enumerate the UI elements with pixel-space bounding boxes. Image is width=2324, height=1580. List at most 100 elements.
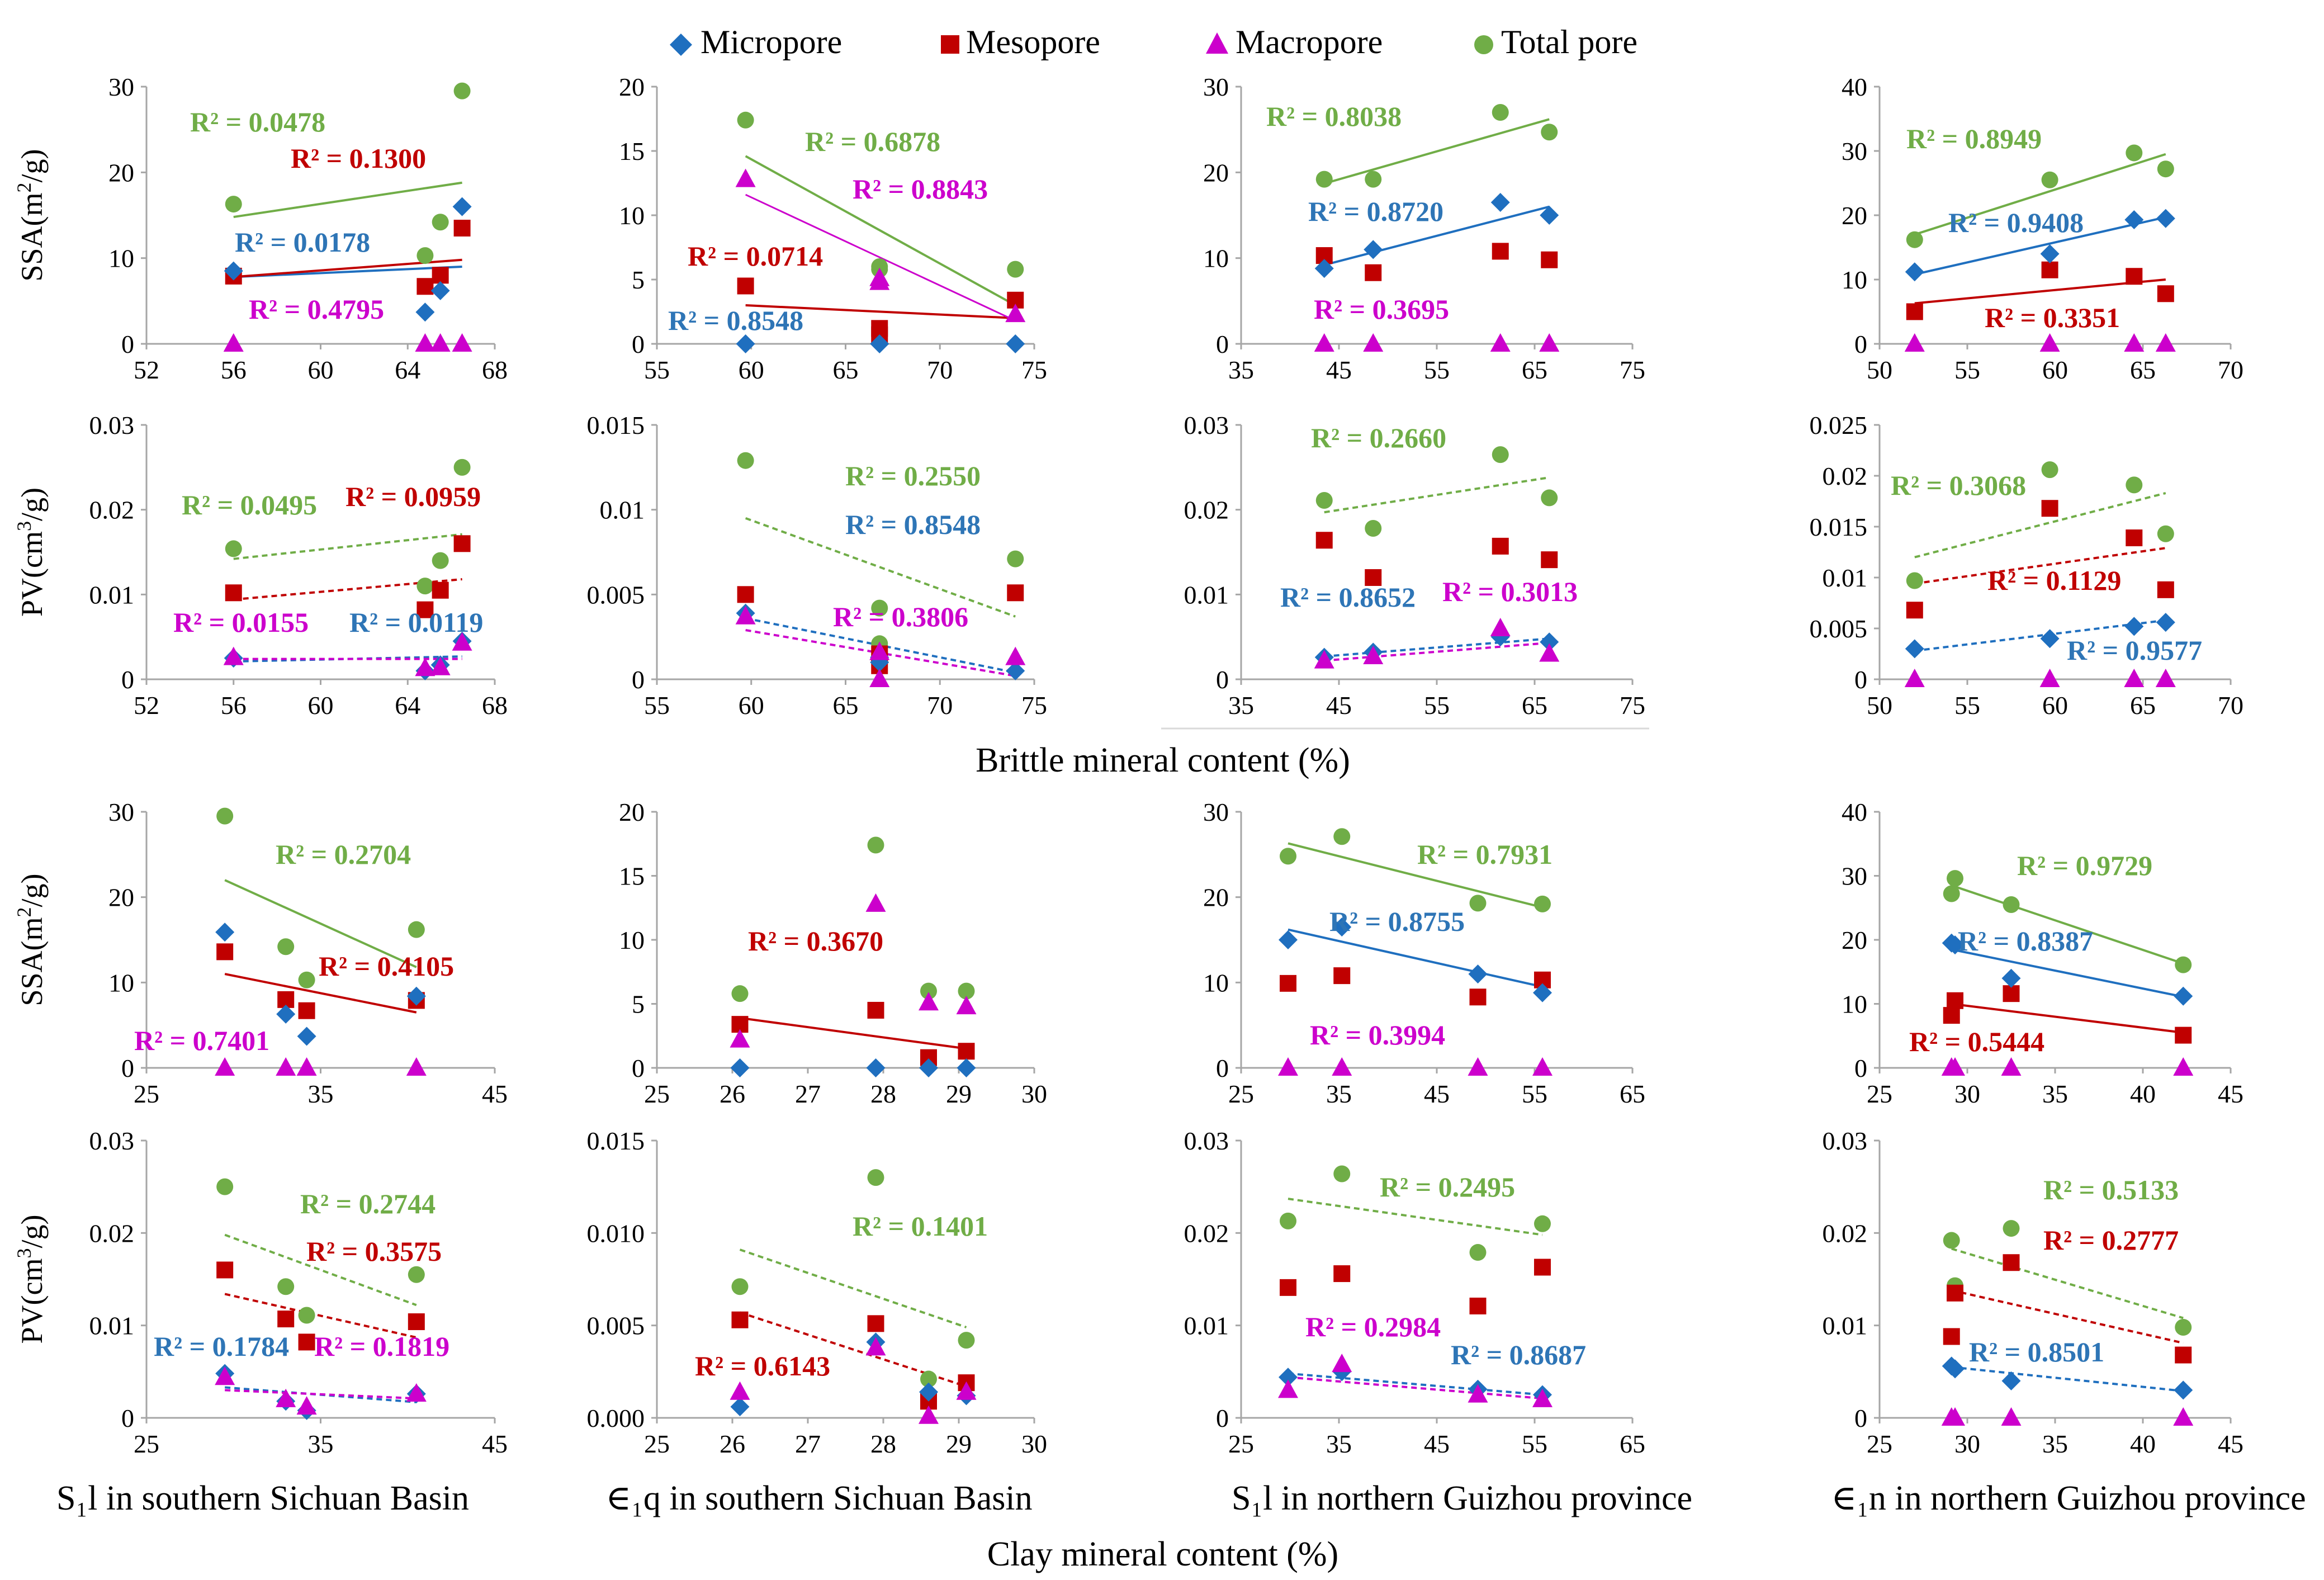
trendline-meso (1951, 1002, 2184, 1034)
x-tick-label: 35 (308, 1430, 334, 1458)
data-point-macro (2124, 669, 2145, 687)
r2-label-total: R² = 0.3068 (1891, 470, 2026, 501)
trendline-meso (224, 1293, 417, 1339)
data-point-total (2175, 1318, 2192, 1336)
data-point-macro (1363, 333, 1384, 352)
r2-label-total: R² = 0.2495 (1380, 1171, 1515, 1203)
trendline-micro (1914, 619, 2166, 652)
y-tick-label: 10 (1203, 968, 1229, 997)
legend-macropore-marker (1206, 32, 1228, 54)
data-point-meso (1541, 551, 1558, 569)
r2-label-macro: R² = 0.3994 (1310, 1019, 1445, 1051)
data-point-macro (1532, 1388, 1553, 1407)
x-tick-label: 60 (2042, 691, 2068, 720)
data-point-total (298, 971, 315, 988)
data-point-meso (2041, 500, 2058, 517)
r2-label-macro: R² = 0.3013 (1442, 576, 1578, 607)
chart-panel-b-pv-3: 35 45 55 65 75 0 0.01 0.02 0.03 R² = 0.8652 R² = 0… (1184, 411, 1646, 720)
data-point-macro (869, 669, 890, 687)
x-tick-label: 56 (221, 356, 247, 384)
x-tick-label: 55 (1522, 1080, 1547, 1108)
chart-panel-c-ssa-4: 25 30 35 40 45 0 10 20 30 40 R² = 0.8387 R² = 0.544… (1842, 798, 2243, 1108)
r2-label-macro: R² = 0.1819 (314, 1331, 449, 1362)
data-point-meso (416, 601, 434, 618)
data-point-micro (1540, 632, 1559, 652)
x-tick-label: 45 (1424, 1430, 1450, 1458)
trendline-micro (233, 266, 462, 278)
y-tick-label: 30 (1842, 137, 1867, 165)
data-point-micro (430, 281, 450, 300)
data-point-micro (1314, 259, 1334, 278)
legend-macropore: Macropore (1206, 23, 1383, 60)
data-point-total (867, 1169, 884, 1186)
data-point-macro (1363, 646, 1384, 665)
data-point-total (2003, 1220, 2020, 1237)
data-point-micro (415, 302, 435, 322)
x-tick-label: 29 (946, 1080, 972, 1108)
r2-label-micro: R² = 0.0119 (349, 607, 483, 638)
data-point-total (2126, 476, 2143, 494)
x-tick-label: 55 (644, 691, 670, 720)
x-tick-label: 25 (134, 1080, 159, 1108)
data-point-total (1007, 550, 1024, 567)
data-point-micro (919, 1382, 938, 1402)
data-point-macro (2001, 1407, 2022, 1426)
data-point-macro (430, 656, 451, 675)
data-point-macro (1904, 669, 1925, 687)
data-point-macro (2039, 669, 2060, 687)
trendline-meso (1914, 547, 2166, 585)
chart-panel-b-ssa-3: 35 45 55 65 75 0 10 20 30 R² = 0.8720 R² = 0.3695 R… (1203, 73, 1645, 384)
x-tick-label: 25 (644, 1430, 670, 1458)
trendline-meso (745, 304, 1016, 319)
x-tick-label: 40 (2130, 1080, 2156, 1108)
y-tick-label: 0 (632, 330, 645, 358)
x-tick-label: 68 (482, 356, 508, 384)
y-tick-label: 10 (619, 201, 645, 230)
r2-label-total: R² = 0.2550 (845, 460, 981, 491)
trendline-micro (1324, 637, 1550, 658)
data-point-macro (1314, 650, 1334, 669)
x-tick-label: 40 (2130, 1430, 2156, 1458)
x-tick-label: 45 (1326, 691, 1352, 720)
y-tick-label: 20 (619, 798, 645, 826)
data-point-macro (956, 996, 977, 1015)
x-tick-label: 35 (1228, 691, 1254, 720)
data-point-micro (2124, 617, 2144, 636)
x-tick-label: 50 (1867, 691, 1892, 720)
r2-label-micro: R² = 0.8652 (1280, 581, 1416, 613)
legend-micropore: Micropore (670, 23, 842, 60)
y-tick-label: 10 (108, 244, 134, 273)
y-tick-label: 0.015 (587, 411, 645, 439)
x-tick-label: 25 (1867, 1430, 1892, 1458)
legend-mesopore-marker (941, 35, 959, 54)
y-tick-label: 0.03 (1184, 1127, 1229, 1155)
data-point-meso (867, 1315, 884, 1332)
r2-label-meso: R² = 0.1129 (1987, 565, 2121, 596)
data-point-total (2041, 171, 2058, 188)
x-tick-label: 25 (644, 1080, 670, 1108)
legend-micropore-label: Micropore (700, 23, 842, 60)
data-point-macro (276, 1388, 296, 1407)
y-tick-label: 0 (1854, 665, 1867, 694)
data-point-micro (870, 334, 889, 353)
y-tick-label: 0.01 (1184, 1312, 1229, 1340)
data-point-meso (2175, 1346, 2192, 1364)
data-point-total (277, 938, 295, 955)
data-point-total (958, 1332, 975, 1349)
data-point-micro (1332, 917, 1352, 937)
y-tick-label: 0 (1216, 665, 1229, 694)
data-point-meso (298, 1333, 315, 1351)
data-point-macro (730, 1029, 750, 1048)
y-tick-label: 0 (1216, 1054, 1229, 1082)
x-tick-label: 64 (395, 691, 420, 720)
y-axis-label: SSA(m2/g) (13, 873, 49, 1006)
y-tick-label: 10 (1203, 244, 1229, 273)
trendline-total (1324, 476, 1550, 514)
trendline-meso (739, 1311, 967, 1388)
trendline-total (1288, 842, 1543, 909)
x-tick-label: 70 (927, 356, 953, 384)
trendline-micro (1324, 205, 1550, 266)
data-point-micro (1279, 930, 1298, 949)
x-tick-label: 60 (308, 356, 334, 384)
trendline-total (745, 155, 1016, 306)
